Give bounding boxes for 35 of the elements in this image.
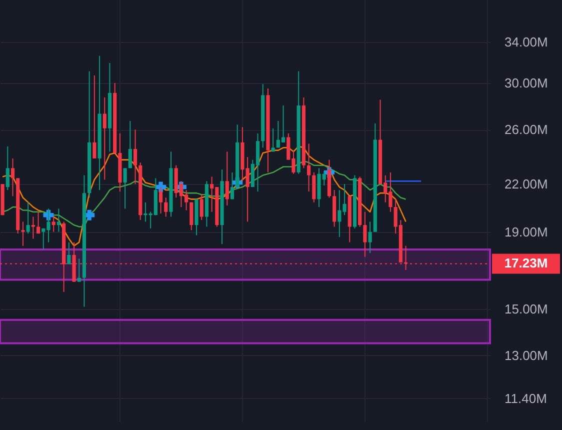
- candlestick: [123, 168, 127, 210]
- candlestick: [230, 172, 234, 200]
- y-tick-label: 19.00M: [504, 224, 548, 240]
- y-tick-label: 15.00M: [504, 301, 548, 316]
- candlestick: [67, 242, 71, 265]
- candlestick: [128, 120, 132, 169]
- candlestick: [271, 128, 275, 152]
- candlestick: [363, 211, 367, 258]
- candlestick: [92, 74, 96, 159]
- candlestick: [21, 221, 25, 246]
- candlestick: [10, 158, 15, 197]
- candlestick: [102, 96, 106, 180]
- candlestick: [246, 156, 250, 222]
- candlestick: [312, 172, 316, 203]
- y-tick-label: 26.00M: [504, 122, 548, 138]
- candlestick: [56, 208, 60, 232]
- candlestick: [26, 202, 30, 234]
- ref-line-label: 17.23M: [504, 256, 548, 271]
- candlestick: [133, 129, 138, 185]
- candlestick: [200, 194, 204, 221]
- y-tick-label: 22.00M: [504, 176, 548, 192]
- candlestick: [190, 202, 194, 231]
- y-tick-label: 11.40M: [504, 390, 547, 406]
- candlestick: [225, 151, 229, 206]
- candlestick: [36, 211, 40, 234]
- candlestick: [158, 186, 163, 214]
- candlestick: [368, 221, 372, 254]
- candlestick: [307, 143, 311, 192]
- y-tick-label: 34.00M: [504, 34, 548, 50]
- y-tick-label: 30.00M: [504, 75, 548, 90]
- candlestick: [164, 197, 168, 218]
- candlestick: [77, 258, 81, 282]
- candlestick: [6, 146, 10, 191]
- y-tick-label: 13.00M: [504, 348, 548, 363]
- candlestick: [52, 216, 56, 232]
